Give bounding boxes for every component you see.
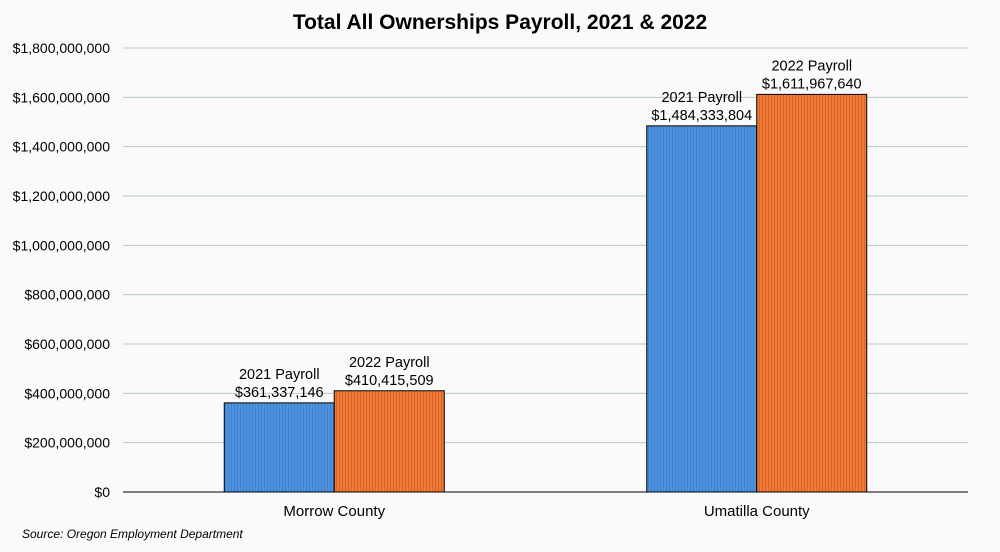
data-label-value: $1,484,333,804 <box>651 108 752 124</box>
data-labels: 2021 Payroll $361,337,146 2022 Payroll $410… <box>235 58 862 400</box>
data-label-series: 2021 Payroll <box>661 90 742 106</box>
bar-2022-payroll <box>333 390 445 493</box>
y-tick-label: $1,000,000,000 <box>13 237 111 253</box>
x-tick-label: Morrow County <box>283 503 385 520</box>
y-tick-label: $0 <box>94 484 110 500</box>
y-tick-label: $400,000,000 <box>24 385 110 401</box>
y-tick-label: $1,200,000,000 <box>13 188 111 204</box>
source-note: Source: Oregon Employment Department <box>22 527 243 541</box>
y-tick-label: $800,000,000 <box>24 287 110 303</box>
data-label-series: 2021 Payroll <box>239 367 320 383</box>
data-label-series: 2022 Payroll <box>771 58 852 74</box>
y-tick-label: $200,000,000 <box>24 435 110 451</box>
bars <box>223 93 868 493</box>
y-tick-label: $1,400,000,000 <box>13 139 111 155</box>
y-tick-label: $1,800,000,000 <box>13 40 111 56</box>
y-tick-label: $1,600,000,000 <box>13 89 111 105</box>
bar-2021-payroll <box>223 402 335 493</box>
data-label-series: 2022 Payroll <box>349 355 430 371</box>
gridlines <box>123 47 968 444</box>
data-label-value: $361,337,146 <box>235 385 324 401</box>
data-label-value: $1,611,967,640 <box>762 76 862 92</box>
y-axis-tick-labels: $0 $200,000,000 $400,000,000 $600,000,000 $8… <box>13 40 111 500</box>
y-tick-label: $600,000,000 <box>24 336 110 352</box>
chart-title: Total All Ownerships Payroll, 2021 & 202… <box>293 11 707 34</box>
x-tick-label: Umatilla County <box>704 503 810 520</box>
x-axis-tick-labels: Morrow County Umatilla County <box>283 503 810 520</box>
bar-2022-payroll <box>756 93 868 493</box>
bar-2021-payroll <box>646 125 758 493</box>
data-label-value: $410,415,509 <box>345 373 434 389</box>
